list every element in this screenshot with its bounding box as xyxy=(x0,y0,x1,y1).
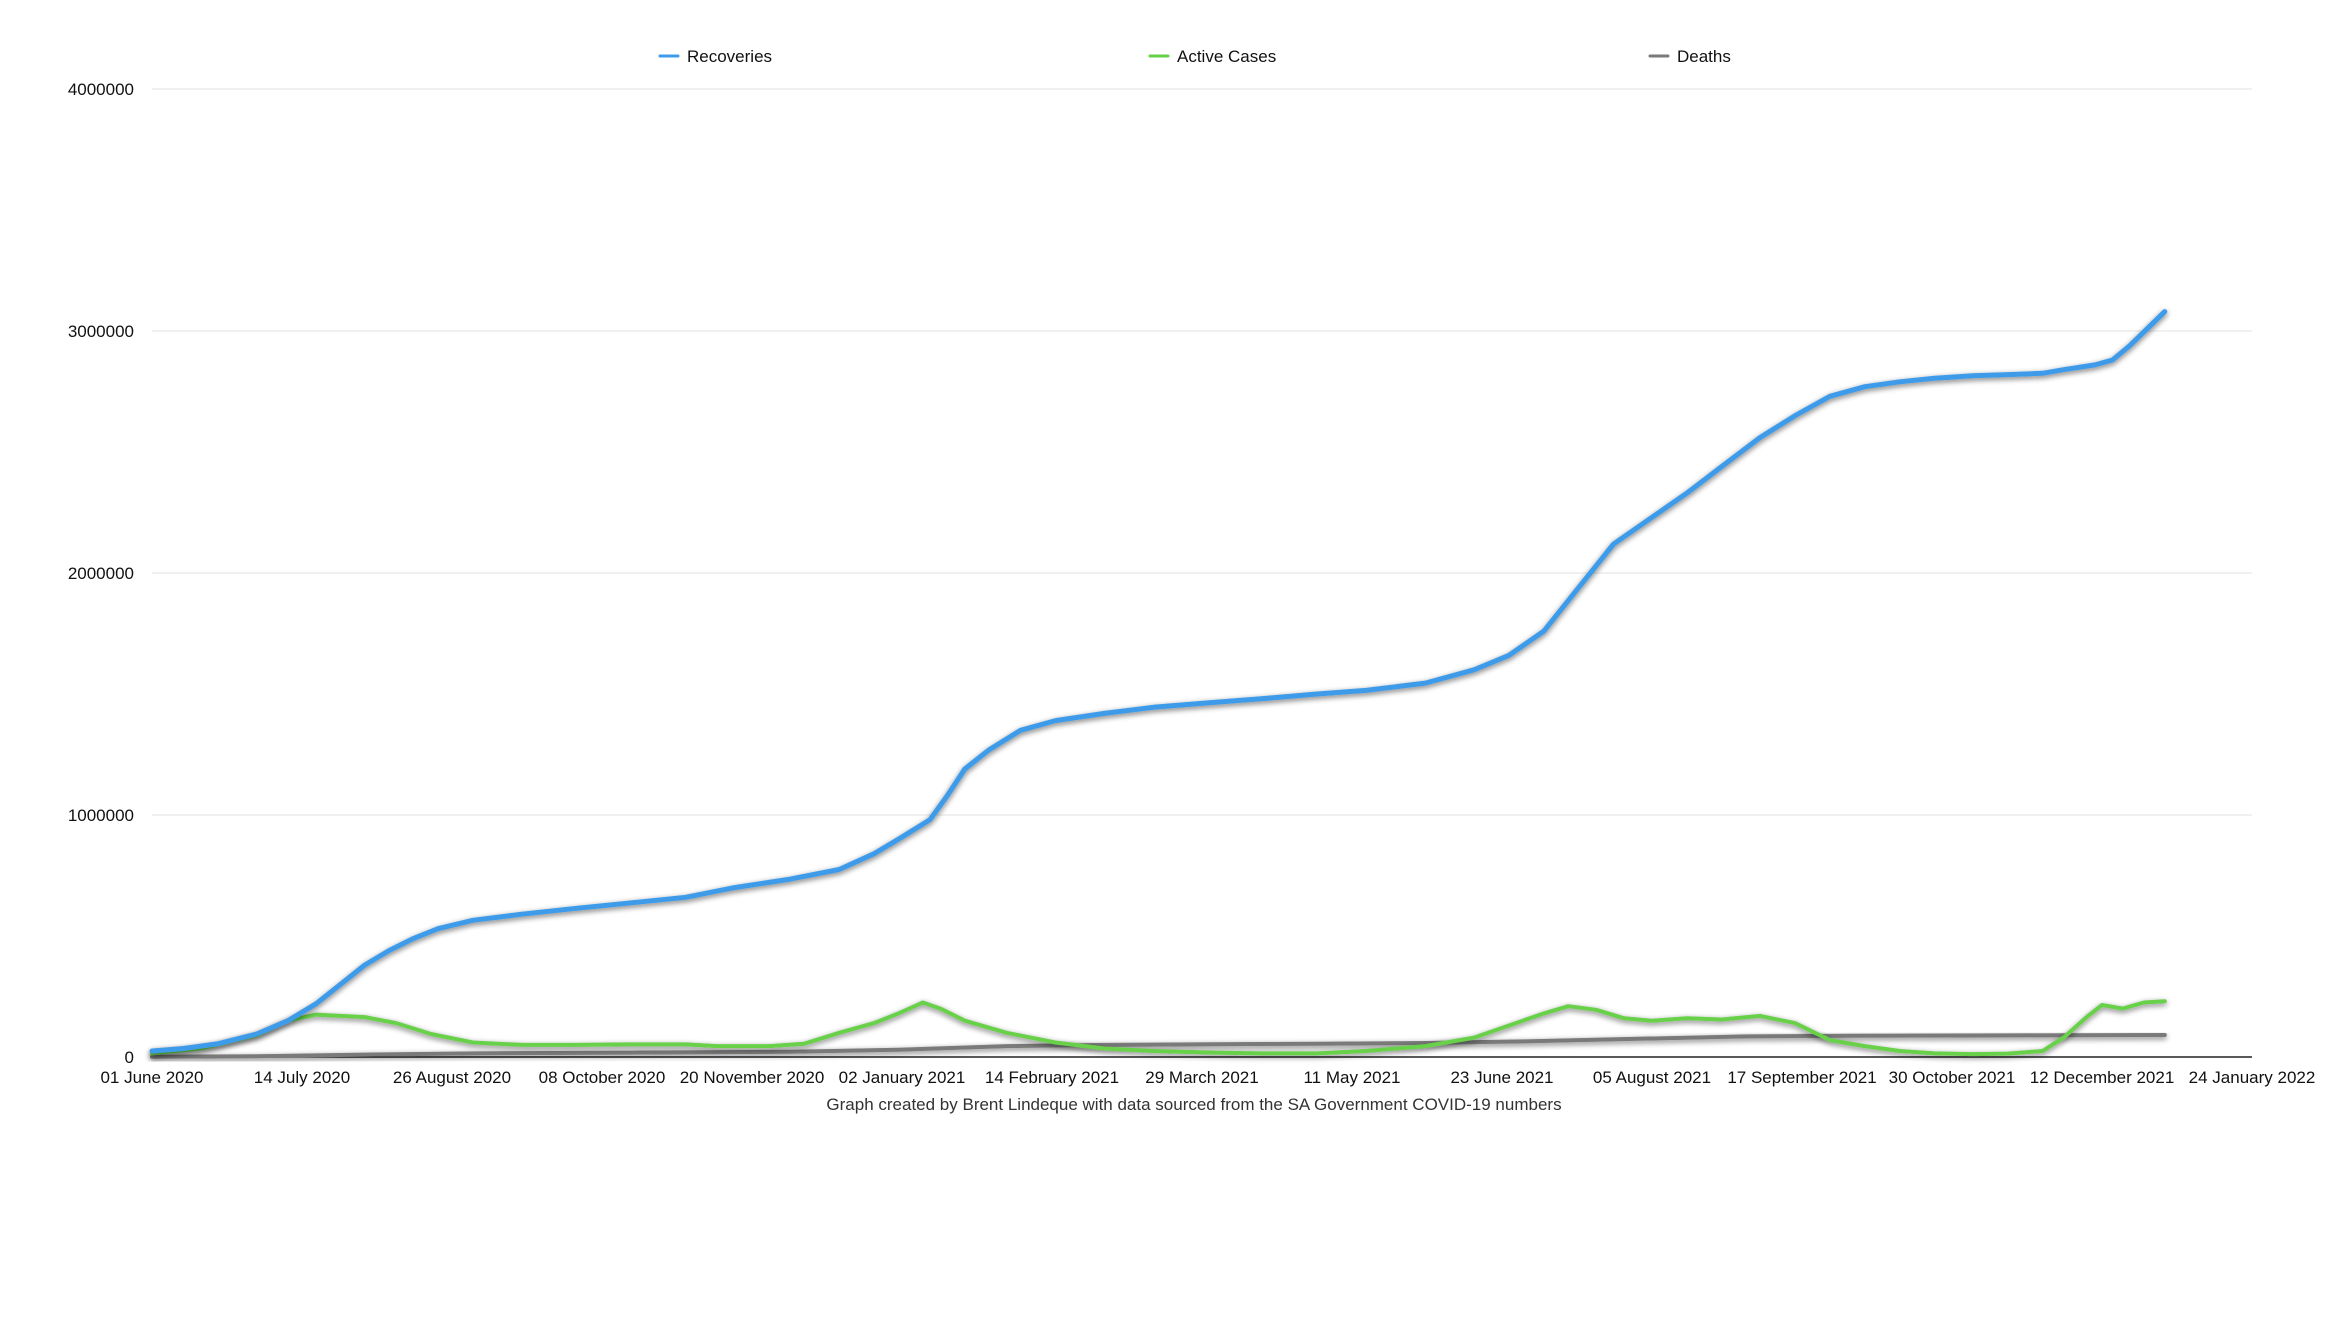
x-tick-label: 02 January 2021 xyxy=(839,1068,966,1087)
legend-label-active-cases: Active Cases xyxy=(1177,47,1276,66)
x-tick-label: 14 July 2020 xyxy=(254,1068,350,1087)
series-line-deaths xyxy=(150,1033,2167,1059)
x-tick-label: 30 October 2021 xyxy=(1889,1068,2016,1087)
y-tick-label: 0 xyxy=(125,1048,134,1067)
x-tick-label: 11 May 2021 xyxy=(1303,1068,1400,1087)
y-tick-label: 1000000 xyxy=(68,806,134,825)
x-tick-label: 24 January 2022 xyxy=(2189,1068,2316,1087)
series-line-active-cases xyxy=(150,999,2167,1057)
x-tick-label: 05 August 2021 xyxy=(1593,1068,1711,1087)
series-lines xyxy=(149,309,2168,1059)
y-tick-label: 4000000 xyxy=(68,80,134,99)
legend-label-recoveries: Recoveries xyxy=(687,47,772,66)
x-tick-label: 17 September 2021 xyxy=(1727,1068,1876,1087)
series-line-recoveries xyxy=(149,309,2168,1054)
x-tick-label: 12 December 2021 xyxy=(2030,1068,2175,1087)
y-tick-label: 3000000 xyxy=(68,322,134,341)
gridlines xyxy=(152,88,2252,816)
legend: Recoveries Active Cases Deaths xyxy=(658,47,1731,66)
chart-caption: Graph created by Brent Lindeque with dat… xyxy=(826,1095,1561,1114)
x-tick-label: 01 June 2020 xyxy=(100,1068,203,1087)
x-tick-label: 08 October 2020 xyxy=(539,1068,666,1087)
axes: 0 1000000 2000000 3000000 4000000 01 June 202… xyxy=(68,80,2316,1087)
y-tick-label: 2000000 xyxy=(68,564,134,583)
x-tick-label: 20 November 2020 xyxy=(680,1068,825,1087)
x-tick-label: 26 August 2020 xyxy=(393,1068,511,1087)
x-tick-label: 29 March 2021 xyxy=(1145,1068,1258,1087)
x-tick-label: 23 June 2021 xyxy=(1450,1068,1553,1087)
legend-label-deaths: Deaths xyxy=(1677,47,1731,66)
x-tick-label: 14 February 2021 xyxy=(985,1068,1119,1087)
